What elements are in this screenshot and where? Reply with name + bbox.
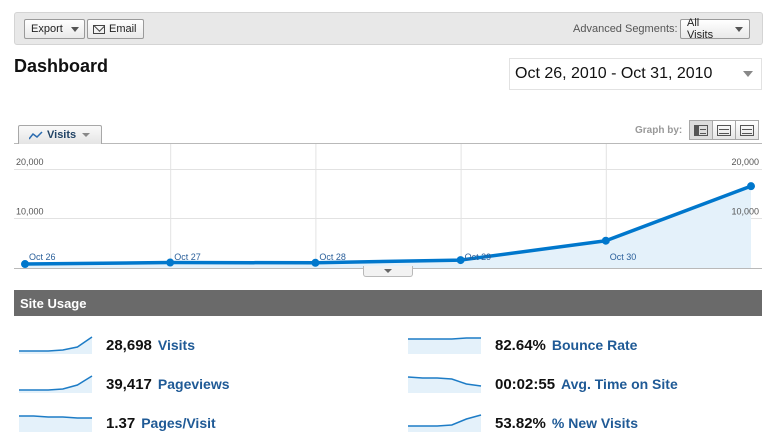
site-usage-item: 00:02:55 Avg. Time on Site <box>407 372 678 396</box>
site-usage-item: 28,698 Visits <box>18 333 195 357</box>
metric-link[interactable]: Pages/Visit <box>141 415 216 431</box>
sparkline-line <box>407 376 482 387</box>
sparkline-line <box>19 336 93 352</box>
metric-link[interactable]: Pageviews <box>157 376 230 392</box>
site-usage-item: 82.64% Bounce Rate <box>407 333 637 357</box>
sparkline <box>19 375 93 393</box>
sparkline <box>408 337 481 354</box>
sparkline-line <box>408 337 481 340</box>
metric-link[interactable]: Visits <box>157 337 195 353</box>
sparkline-line <box>408 414 482 427</box>
y-tick-label-left: 20,000 <box>16 157 44 167</box>
data-point <box>166 258 175 267</box>
metric-link[interactable]: % New Visits <box>551 415 638 431</box>
segments-value: All Visits <box>687 17 714 41</box>
sparkline-area <box>19 337 92 354</box>
data-point <box>747 182 755 191</box>
sparkline <box>19 336 93 354</box>
graph-by-toggle <box>689 120 762 140</box>
collapse-graph-toggle[interactable] <box>363 266 413 277</box>
month-icon <box>740 124 754 136</box>
data-point <box>456 256 465 265</box>
email-label: Email <box>109 23 137 35</box>
metric-value: 39,417 <box>106 375 152 393</box>
graph-by-label: Graph by: <box>635 125 683 136</box>
sparkline <box>19 415 92 432</box>
date-range-text: Oct 26, 2010 - Oct 31, 2010 <box>515 65 713 82</box>
segments-dropdown[interactable]: All Visits <box>680 17 750 41</box>
y-tick-label-right: 10,000 <box>731 206 759 216</box>
sparkline-line <box>19 415 92 419</box>
sparkline <box>408 414 482 432</box>
metric-selector-tab[interactable]: Visits <box>18 125 102 144</box>
metric-link[interactable]: Bounce Rate <box>551 337 638 353</box>
visits-chart: 10,000 10,000 20,000 20,000 Oct 26 Oct 27 Oct … <box>14 144 762 269</box>
sparkline-area <box>19 416 92 432</box>
metric-tab-label: Visits <box>47 129 77 141</box>
site-usage-item: 1.37 Pages/Visit <box>18 411 216 435</box>
metric-value: 00:02:55 <box>495 375 556 393</box>
x-tick-label: Oct 28 <box>319 252 346 262</box>
data-point <box>601 236 610 245</box>
sparkline-line <box>19 375 93 391</box>
x-tick-label: Oct 29 <box>465 252 492 262</box>
date-range-picker[interactable]: Oct 26, 2010 - Oct 31, 2010 <box>509 58 762 90</box>
x-tick-label: Oct 30 <box>610 252 637 262</box>
y-tick-label-left: 10,000 <box>16 206 44 216</box>
sparkline-area <box>408 415 481 432</box>
visits-line <box>24 184 752 266</box>
site-usage-item: 39,417 Pageviews <box>18 372 230 396</box>
chevron-down-icon <box>735 26 743 32</box>
graph-by-month-button[interactable] <box>735 120 759 140</box>
toolbar: Export Email Advanced Segments: All Visi… <box>14 12 763 45</box>
sparkline-area <box>408 377 481 393</box>
metric-value: 28,698 <box>106 336 152 354</box>
chevron-down-icon <box>70 26 79 32</box>
sparkline-area <box>19 376 92 393</box>
metric-value: 82.64% <box>495 336 546 354</box>
chevron-down-icon <box>82 133 91 137</box>
metric-value: 1.37 <box>106 414 136 432</box>
x-tick-label: Oct 27 <box>174 252 201 262</box>
site-usage-item: 53.82% % New Visits <box>407 411 638 435</box>
data-point <box>21 260 29 269</box>
chevron-down-icon <box>384 269 392 273</box>
page-title: Dashboard <box>14 56 109 76</box>
data-point <box>311 258 320 267</box>
envelope-icon <box>93 24 105 34</box>
day-icon <box>694 124 708 136</box>
export-button[interactable]: Export <box>24 19 85 39</box>
metric-value: 53.82% <box>495 414 546 432</box>
sparkline <box>407 376 482 393</box>
trend-line-icon <box>29 130 43 139</box>
graph-by-day-button[interactable] <box>689 120 713 140</box>
site-usage-header: Site Usage <box>14 290 762 316</box>
y-tick-label-right: 20,000 <box>731 157 759 167</box>
visits-area <box>25 186 751 268</box>
sparkline-area <box>408 338 481 354</box>
export-label: Export <box>31 23 63 35</box>
metric-link[interactable]: Avg. Time on Site <box>561 376 678 392</box>
x-tick-label: Oct 26 <box>29 252 56 262</box>
advanced-segments-label: Advanced Segments: <box>573 23 678 35</box>
week-icon <box>717 124 731 136</box>
chevron-down-icon <box>743 71 753 77</box>
email-button[interactable]: Email <box>87 19 144 39</box>
